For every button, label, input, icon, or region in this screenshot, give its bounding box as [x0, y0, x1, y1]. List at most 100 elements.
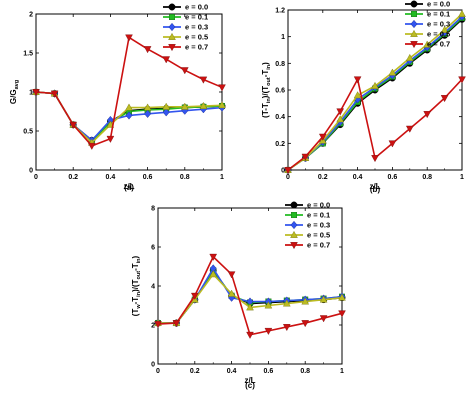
panel-caption: (c) — [245, 381, 255, 390]
legend-label: e = 0.1 — [185, 13, 208, 22]
x-tick-label: 0.2 — [318, 174, 328, 181]
x-tick-labels: 0 0.2 0.4 0.6 0.8 1 — [156, 368, 344, 375]
data-point — [50, 90, 59, 98]
y-tick-label: 8 — [151, 206, 155, 213]
data-point — [338, 293, 346, 301]
data-point — [125, 34, 133, 42]
data-point — [180, 67, 189, 75]
legend-swatch-marker — [290, 220, 298, 230]
y-axis-label-subscript: out — [136, 271, 142, 280]
y-tick-label: 1 — [281, 34, 285, 41]
data-point — [172, 320, 181, 328]
y-axis-label-part: -T — [131, 263, 140, 271]
data-point — [246, 331, 254, 339]
data-point — [440, 25, 449, 33]
legend-swatch-marker — [410, 29, 418, 37]
y-tick-labels: 0 0.2 0.4 0.6 0.8 1 1.2 — [275, 8, 285, 175]
x-tick-label: 0 — [286, 174, 290, 181]
y-axis-label-subscript: in — [266, 98, 272, 104]
legend-swatch-marker — [168, 13, 175, 20]
data-point — [301, 153, 310, 161]
data-point — [353, 76, 362, 84]
y-axis-label-subscript: w — [136, 304, 142, 310]
y-tick-labels: 0 2 4 6 8 — [151, 206, 155, 369]
x-tick-label: 1 — [340, 368, 344, 375]
y-tick-label: 0.6 — [275, 88, 285, 95]
x-tick-labels: 0 0.2 0.4 0.6 0.8 1 — [286, 174, 464, 181]
y-axis-label-subscript: in — [136, 258, 142, 264]
x-tick-label: 0.6 — [388, 174, 398, 181]
x-tick-label: 0 — [34, 174, 38, 181]
data-point — [190, 292, 199, 300]
y-axis-label-part: (T — [131, 309, 140, 317]
x-tick-label: 0.8 — [422, 174, 432, 181]
data-point — [301, 297, 310, 305]
x-tick-label: 0 — [156, 368, 160, 375]
data-point — [227, 289, 236, 297]
y-tick-label: 2 — [29, 12, 33, 19]
panel-caption: (b) — [370, 185, 381, 194]
y-tick-label: 0 — [281, 168, 285, 175]
legend-swatch-marker — [168, 22, 176, 32]
series-group — [154, 253, 346, 339]
y-tick-label: 0 — [29, 168, 33, 175]
data-point — [32, 89, 40, 97]
series-group — [284, 9, 466, 175]
data-point — [319, 295, 328, 303]
data-point — [162, 108, 170, 117]
data-point — [458, 76, 466, 84]
data-point — [106, 135, 115, 143]
data-point — [264, 301, 273, 309]
y-axis-label: (Tw-Tin)/(Tout-Tin) — [131, 255, 142, 316]
panel-caption: (a) — [124, 183, 134, 192]
y-axis-label: (T-Tin)/(Tout-Tin) — [261, 62, 272, 118]
x-tick-label: 1 — [220, 174, 224, 181]
y-axis-label-part: ) — [261, 62, 270, 65]
legend-label: e = 0.7 — [427, 40, 450, 49]
chart-panel-a: 0 0.2 0.4 0.6 0.8 1 0 0.5 1 1.5 2 z/L(a) G/Gavg e = 0… — [9, 3, 226, 192]
y-tick-label: 1.5 — [23, 51, 33, 58]
data-point — [458, 9, 466, 17]
data-point — [336, 108, 345, 116]
legend-label: e = 0.7 — [307, 241, 330, 250]
data-point — [423, 111, 432, 119]
legend-swatch-marker — [168, 32, 176, 40]
legend: e = 0.0e = 0.1e = 0.3e = 0.5e = 0.7 — [285, 201, 330, 250]
legend-swatch-marker — [290, 201, 298, 209]
series-group — [32, 34, 226, 150]
y-tick-label: 0.8 — [275, 61, 285, 68]
data-point — [388, 140, 397, 148]
legend-label: e = 0.3 — [427, 20, 450, 29]
data-point — [87, 142, 96, 150]
y-axis-label: G/Gavg — [9, 80, 20, 104]
legend-swatch-marker — [410, 19, 418, 29]
legend-swatch-marker — [410, 41, 418, 49]
y-tick-label: 2 — [151, 323, 155, 330]
data-point — [423, 40, 432, 48]
x-tick-label: 0.6 — [143, 174, 153, 181]
legend-swatch-marker — [411, 10, 418, 17]
y-axis-label-subscript: in — [136, 291, 142, 297]
x-axis-label: z/L — [244, 376, 255, 385]
x-tick-label: 0.2 — [68, 174, 78, 181]
y-axis-label-part: )/(T — [261, 86, 270, 99]
data-point — [282, 299, 291, 307]
legend-label: e = 0.7 — [185, 43, 208, 52]
y-tick-labels: 0 0.5 1 1.5 2 — [23, 12, 33, 175]
y-axis-label-part: -T — [131, 297, 140, 305]
x-tick-label: 0.4 — [227, 368, 237, 375]
data-point — [144, 109, 152, 118]
data-point — [209, 253, 218, 261]
y-tick-label: 4 — [151, 284, 155, 291]
legend-swatch-marker — [168, 3, 176, 11]
y-tick-label: 1 — [29, 90, 33, 97]
legend-label: e = 0.1 — [427, 10, 450, 19]
legend-swatch-marker — [290, 242, 298, 250]
data-point — [371, 155, 379, 163]
y-tick-label: 0.5 — [23, 129, 33, 136]
data-point — [405, 125, 414, 133]
legend-label: e = 0.5 — [307, 231, 330, 240]
y-tick-label: 0 — [151, 362, 155, 369]
data-point — [371, 81, 379, 89]
x-tick-label: 0.4 — [353, 174, 363, 181]
